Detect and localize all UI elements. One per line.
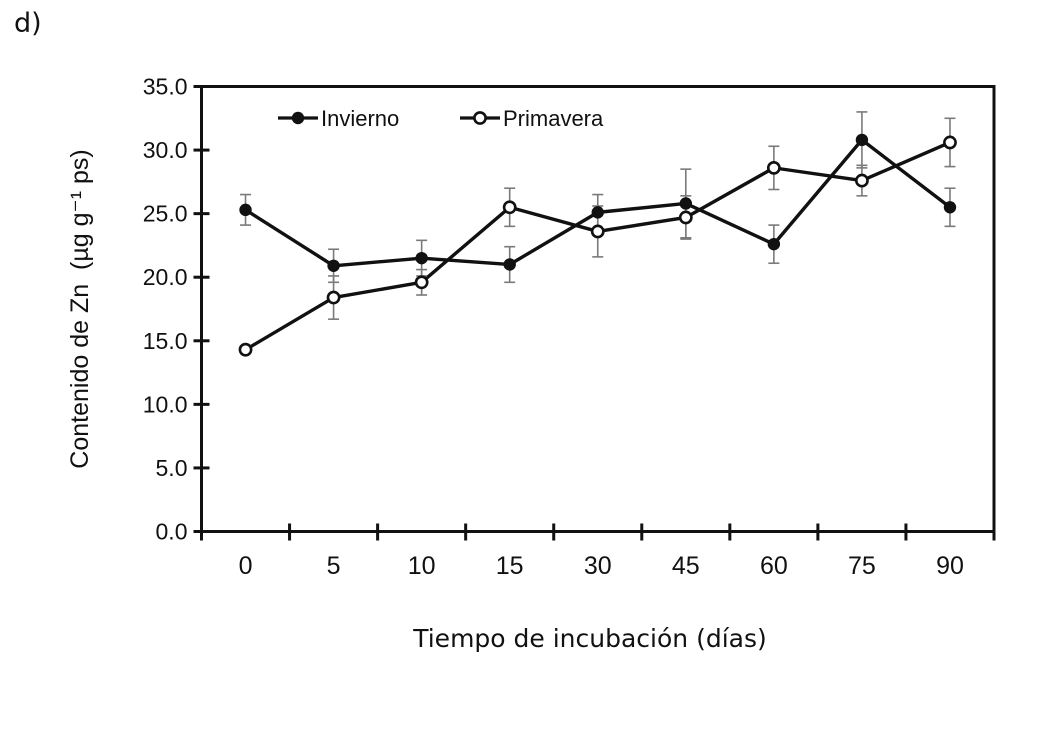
y-tick-label: 30.0 [143,137,188,163]
data-point-invierno [415,251,428,265]
data-point-primavera [678,210,693,225]
y-tick-label: 5.0 [156,455,188,481]
y-tick-label: 10.0 [143,391,188,417]
y-tick-label: 20.0 [143,264,188,290]
legend-label-primavera: Primavera [503,106,604,131]
data-point-invierno [503,258,516,271]
y-tick-label: 25.0 [143,201,188,227]
data-point-invierno [855,133,869,147]
data-point-primavera [590,224,605,239]
x-tick-label: 10 [408,552,436,580]
y-tick-label: 0.0 [156,519,188,545]
x-tick-label: 0 [239,552,253,580]
data-point-primavera [943,135,957,150]
data-point-primavera [238,342,253,357]
legend-marker-primavera [473,111,487,125]
legend-marker-invierno [291,111,305,125]
panel-label: d) [14,8,42,39]
data-point-primavera [502,200,517,215]
x-tick-label: 60 [760,552,788,580]
x-tick-label: 15 [496,552,524,580]
x-tick-label: 75 [848,552,876,580]
x-tick-label: 45 [672,552,700,580]
data-point-primavera [326,290,341,305]
x-tick-label: 90 [936,552,964,580]
data-point-invierno [591,206,604,219]
y-tick-label: 35.0 [143,74,188,100]
data-point-invierno [679,197,693,210]
x-tick-label: 30 [584,552,612,580]
data-point-primavera [414,275,429,290]
y-tick-label: 15.0 [143,328,188,354]
data-point-primavera [855,173,869,188]
data-point-primavera [766,160,781,175]
x-tick-label: 5 [327,552,341,580]
data-point-invierno [239,203,252,217]
data-point-invierno [943,201,957,214]
data-point-invierno [767,237,781,251]
legend-label-invierno: Invierno [321,106,399,131]
x-axis-title: Tiempo de incubación (días) [412,624,767,653]
data-point-invierno [327,259,340,272]
plot-frame [200,85,996,533]
y-axis-title: Contenido de Zn (µg g⁻¹ ps) [66,149,94,468]
